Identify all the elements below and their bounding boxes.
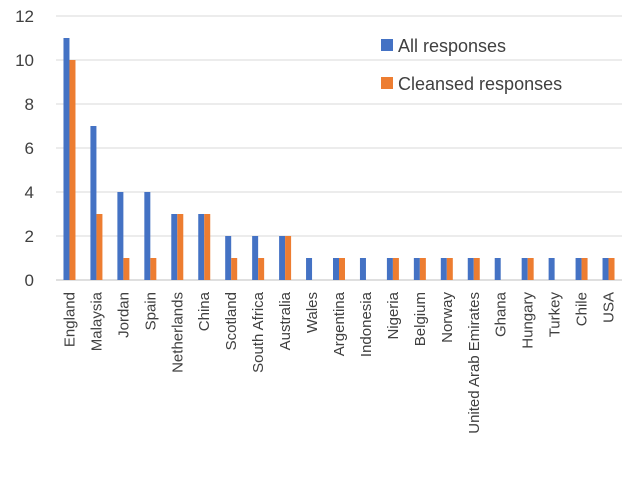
bar-all-responses xyxy=(386,258,393,280)
x-tick-label: USA xyxy=(601,292,618,323)
bar-all-responses xyxy=(252,236,259,280)
bar-all-responses xyxy=(467,258,474,280)
x-tick-label: Ghana xyxy=(493,291,510,337)
bar-cleansed-responses xyxy=(339,258,345,280)
x-tick-label: Malaysia xyxy=(88,291,105,351)
bar-cleansed-responses xyxy=(446,258,453,280)
bar-all-responses xyxy=(413,258,420,280)
bar-cleansed-responses xyxy=(527,258,534,280)
bar-all-responses xyxy=(494,258,501,280)
bar-cleansed-responses xyxy=(392,258,399,280)
x-tick-label: China xyxy=(196,291,213,331)
bar-all-responses xyxy=(602,258,609,280)
bar-cleansed-responses xyxy=(69,60,76,280)
x-tick-label: Spain xyxy=(142,292,159,330)
bar-all-responses xyxy=(63,38,70,280)
bar-all-responses xyxy=(117,192,124,280)
y-tick-label: 2 xyxy=(25,227,34,246)
legend-swatch xyxy=(381,39,393,51)
bars xyxy=(63,38,615,280)
x-axis-ticks: England Malaysia Jordan Spain Netherlands Chi… xyxy=(61,291,617,433)
bar-all-responses xyxy=(440,258,447,280)
bar-all-responses xyxy=(333,258,339,280)
bar-cleansed-responses xyxy=(473,258,480,280)
x-tick-label: Nigeria xyxy=(385,291,402,339)
x-tick-label: England xyxy=(61,292,78,347)
x-tick-label: Turkey xyxy=(547,292,564,338)
bar-all-responses xyxy=(279,236,286,280)
bar-cleansed-responses xyxy=(231,258,238,280)
x-tick-label: Belgium xyxy=(412,292,429,346)
x-tick-label: Indonesia xyxy=(358,291,375,357)
x-tick-label: Wales xyxy=(304,292,321,333)
y-axis-ticks: 0 2 4 6 8 10 12 xyxy=(15,7,34,290)
x-tick-label: Norway xyxy=(439,292,456,343)
x-tick-label: Chile xyxy=(574,292,591,326)
bar-all-responses xyxy=(144,192,151,280)
bar-all-responses xyxy=(359,258,366,280)
bar-cleansed-responses xyxy=(581,258,588,280)
y-tick-label: 10 xyxy=(15,51,34,70)
x-tick-label: Argentina xyxy=(331,291,348,356)
x-tick-label: Australia xyxy=(277,291,294,350)
x-tick-label: Jordan xyxy=(115,292,132,338)
bar-all-responses xyxy=(548,258,555,280)
gridlines xyxy=(56,15,622,281)
bar-all-responses xyxy=(225,236,232,280)
legend-label: All responses xyxy=(398,36,506,56)
bar-cleansed-responses xyxy=(150,258,157,280)
bar-all-responses xyxy=(90,126,97,280)
y-tick-label: 12 xyxy=(15,7,34,26)
y-tick-label: 0 xyxy=(25,271,34,290)
bar-all-responses xyxy=(306,258,313,280)
bar-all-responses xyxy=(575,258,582,280)
bar-all-responses xyxy=(171,214,178,280)
x-tick-label: South Africa xyxy=(250,291,267,373)
legend-swatch xyxy=(381,77,393,89)
bar-cleansed-responses xyxy=(258,258,265,280)
x-tick-label: United Arab Emirates xyxy=(466,292,483,434)
x-tick-label: Scotland xyxy=(223,292,240,350)
bar-cleansed-responses xyxy=(419,258,426,280)
bar-cleansed-responses xyxy=(608,258,615,280)
bar-all-responses xyxy=(198,214,205,280)
bar-cleansed-responses xyxy=(285,236,292,280)
legend-label: Cleansed responses xyxy=(398,74,562,94)
y-tick-label: 6 xyxy=(25,139,34,158)
bar-cleansed-responses xyxy=(204,214,211,280)
legend: All responses Cleansed responses xyxy=(381,36,562,94)
x-tick-label: Netherlands xyxy=(169,292,186,373)
bar-cleansed-responses xyxy=(96,214,103,280)
x-tick-label: Hungary xyxy=(520,292,537,349)
y-tick-label: 4 xyxy=(25,183,34,202)
bar-cleansed-responses xyxy=(123,258,130,280)
bar-cleansed-responses xyxy=(177,214,184,280)
bar-all-responses xyxy=(521,258,528,280)
y-tick-label: 8 xyxy=(25,95,34,114)
